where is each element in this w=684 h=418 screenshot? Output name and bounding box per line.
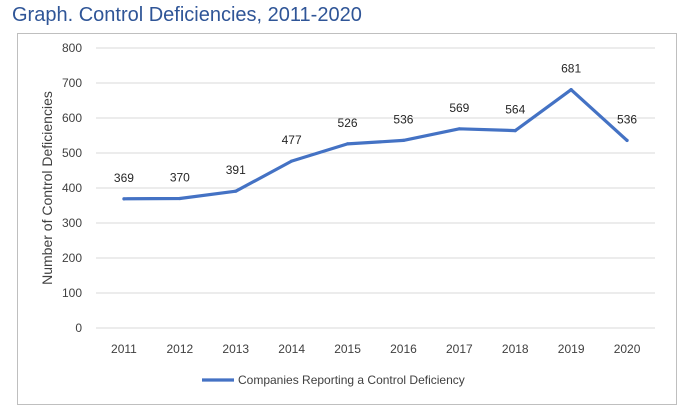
x-axis-ticks: 2011 2012 2013 2014 2015 2016 2017 2018 2019 2020 [111,342,641,356]
y-tick-label: 300 [62,216,82,230]
series-line [122,88,629,201]
x-tick-label: 2016 [390,342,417,356]
x-tick-label: 2012 [166,342,193,356]
data-point [625,138,629,142]
gridlines [96,47,655,329]
chart-frame [17,33,677,405]
data-label: 391 [226,163,246,177]
data-point [234,189,238,193]
data-label: 526 [338,116,358,130]
data-point [513,129,517,133]
data-point [345,142,350,146]
y-axis-ticks: 0 100 200 300 400 500 600 700 800 [62,41,82,335]
legend: Companies Reporting a Control Deficiency [202,373,465,387]
y-tick-label: 700 [62,76,82,90]
y-tick-label: 100 [62,286,82,300]
data-point [457,127,461,131]
x-tick-label: 2018 [502,342,529,356]
data-label: 564 [505,103,525,117]
y-tick-label: 800 [62,41,82,55]
data-label: 536 [393,112,413,126]
chart-title: Graph. Control Deficiencies, 2011-2020 [12,4,362,26]
y-tick-label: 600 [62,111,82,125]
data-labels: 369 370 391 477 526 536 569 564 681 536 [114,62,637,185]
data-label: 681 [561,62,581,76]
x-tick-label: 2017 [446,342,473,356]
y-tick-label: 0 [75,321,82,335]
x-tick-label: 2014 [278,342,305,356]
data-label: 369 [114,171,134,185]
x-tick-label: 2020 [614,342,641,356]
data-point [290,159,294,163]
y-tick-label: 500 [62,146,82,160]
data-point [401,138,406,142]
data-point [178,196,182,201]
data-label: 536 [617,112,637,126]
y-tick-label: 200 [62,251,82,265]
x-tick-label: 2011 [111,342,137,356]
data-point [122,197,126,201]
legend-label: Companies Reporting a Control Deficiency [238,373,465,387]
y-axis-label: Number of Control Deficiencies [39,91,55,285]
x-tick-label: 2019 [558,342,585,356]
data-point [569,88,573,92]
x-tick-label: 2013 [222,342,249,356]
x-tick-label: 2015 [334,342,361,356]
data-label: 370 [170,171,190,185]
data-label: 477 [282,133,302,147]
y-tick-label: 400 [62,181,82,195]
series-lines [122,88,629,201]
data-label: 569 [449,101,469,115]
